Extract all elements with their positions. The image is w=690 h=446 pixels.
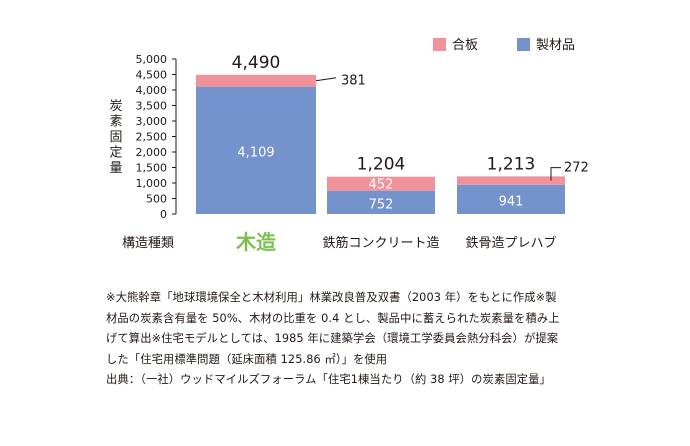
callout-leader: [550, 167, 561, 181]
y-tick-label: 5,000: [136, 53, 168, 66]
footnote-line: ※大熊幹章「地球環境保全と木材利用」林業改良普及双書（2003 年）をもとに作成…: [106, 291, 557, 304]
y-tick-label: 2,000: [136, 146, 168, 159]
legend-swatch: [517, 38, 530, 51]
bar-value-label: 452: [369, 178, 394, 193]
legend-swatch: [433, 38, 446, 51]
x-axis-labels: 構造種類 木造 鉄筋コンクリート造 鉄骨造プレハブ: [122, 230, 557, 254]
y-tick-label: 4,000: [136, 84, 168, 97]
bars: 4,109 4,490 381 752 1,204 452 941 1,213 272: [196, 53, 589, 214]
x-category-label: 木造: [235, 230, 277, 254]
chart-legend: 合板 製材品: [433, 38, 575, 53]
bar-segment-plywood: [196, 74, 316, 87]
y-tick-label: 3,000: [136, 115, 168, 128]
bar-value-label: 4,109: [237, 145, 274, 160]
bar-segment-sawn-lumber: [457, 184, 565, 214]
bar-value-label: 941: [499, 194, 524, 209]
bar-segment-plywood: [457, 176, 565, 185]
bar-segment-sawn-lumber: [196, 86, 316, 214]
y-axis-ticks: 0 500 1,000 1,500 2,000 2,500 3,000 3,500 4,000 4…: [136, 53, 176, 221]
footnote-line: げて算出※住宅モデルとしては、1985 年に建築学会（環境工学委員会熱分科会）が…: [106, 332, 559, 345]
x-category-label: 鉄筋コンクリート造: [322, 235, 439, 251]
y-tick-label: 0: [160, 208, 167, 221]
legend-label: 合板: [452, 38, 478, 53]
y-axis-label: 炭素固定量: [109, 99, 122, 176]
x-category-label: 鉄骨造プレハブ: [465, 235, 556, 251]
footnote-line: した「住宅用標準問題（延床面積 125.86 ㎡）」を使用: [106, 352, 388, 366]
bar-total-label: 1,213: [487, 154, 536, 174]
stacked-bar-chart: 合板 製材品 炭素固定量 0 500 1,000 1,500 2,000 2,500 3,00…: [109, 38, 589, 254]
bar-total-label: 4,490: [232, 53, 281, 73]
y-tick-label: 2,500: [136, 131, 168, 144]
source-line: 出典：（一社）ウッドマイルズフォーラム「住宅1棟当たり（約 38 坪）の炭素固定…: [106, 373, 551, 386]
bar-value-label: 752: [369, 197, 394, 212]
y-tick-label: 3,500: [136, 100, 168, 113]
bar-total-label: 1,204: [357, 155, 406, 175]
legend-label: 製材品: [536, 38, 575, 53]
callout-leader: [315, 77, 337, 82]
x-axis-title: 構造種類: [122, 235, 174, 251]
y-tick-label: 4,500: [136, 69, 168, 82]
bar-segment-sawn-lumber: [327, 190, 435, 214]
bar-value-label: 272: [564, 161, 589, 176]
bar-segment-plywood: [327, 176, 435, 191]
y-tick-label: 1,000: [136, 177, 168, 190]
footnote-line: 材品の炭素含有量を 50%、木材の比重を 0.4 とし、製品中に蓄えられた炭素量…: [106, 311, 560, 325]
footnotes: ※大熊幹章「地球環境保全と木材利用」林業改良普及双書（2003 年）をもとに作成…: [106, 288, 606, 391]
bar-value-label: 381: [341, 74, 366, 89]
y-tick-label: 1,500: [136, 162, 168, 175]
y-tick-label: 500: [146, 193, 167, 206]
